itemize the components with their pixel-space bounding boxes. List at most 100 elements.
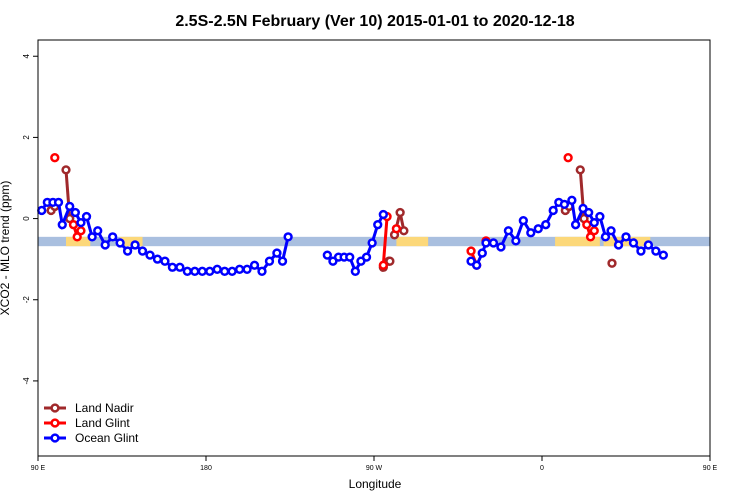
ocean-glint-point <box>272 248 282 258</box>
ocean-glint-point <box>145 250 155 260</box>
ocean-glint-point <box>361 252 372 262</box>
x-tick-label: 90 E <box>703 465 718 472</box>
ocean-glint-point <box>651 246 661 256</box>
ocean-glint-point <box>477 248 487 258</box>
land-nadir-point <box>385 256 395 266</box>
ocean-glint-point <box>600 232 611 242</box>
legend-label-land-glint: Land Glint <box>75 416 130 430</box>
ocean-glint-point <box>518 215 528 226</box>
y-tick-label: 4 <box>22 53 31 58</box>
ocean-glint-point <box>636 246 646 256</box>
ocean-glint-point <box>570 220 581 230</box>
ocean-glint-point <box>488 238 499 248</box>
ocean-glint-point <box>227 266 237 276</box>
ocean-glint-point <box>115 238 125 248</box>
y-axis-label: XCO2 - MLO trend (ppm) <box>0 181 12 316</box>
ocean-glint-point <box>160 256 170 266</box>
ocean-glint-point <box>567 195 577 205</box>
ocean-glint-point <box>87 232 97 242</box>
ocean-glint-point <box>606 226 616 236</box>
land-nadir-point <box>399 226 409 236</box>
ocean-glint-point <box>190 266 200 276</box>
land-glint-point <box>68 220 79 230</box>
ocean-glint-point <box>234 264 245 274</box>
y-tick-label: -4 <box>22 377 31 385</box>
ocean-glint-point <box>350 266 360 276</box>
ocean-glint-point <box>100 240 110 250</box>
land-glint-point <box>50 153 60 163</box>
x-tick-label: 90 W <box>366 465 383 472</box>
ocean-glint-point <box>249 260 260 270</box>
ocean-glint-point <box>613 240 624 250</box>
ocean-glint-point <box>108 232 118 242</box>
land-nadir-point <box>395 207 405 218</box>
ocean-glint-point <box>628 238 639 248</box>
ocean-glint-point <box>257 266 267 276</box>
ocean-glint-point <box>621 232 631 242</box>
ocean-glint-point <box>503 226 514 236</box>
land-nadir-point <box>61 165 71 175</box>
land-glint-point <box>589 226 599 236</box>
ocean-glint-point <box>81 211 92 222</box>
ocean-glint-point <box>481 238 491 248</box>
land-glint-point <box>582 220 592 230</box>
axes: 90 E 180 90 W 0 90 E 4 2 0 -2 -4 <box>22 53 718 472</box>
ocean-glint-point <box>182 266 192 276</box>
ocean-glint-point <box>595 211 605 222</box>
y-tick-label: -2 <box>22 296 31 304</box>
land-nadir-point <box>575 165 585 175</box>
land-segment <box>396 236 429 247</box>
land-glint-point <box>563 153 573 163</box>
land-segment <box>66 236 91 247</box>
ocean-glint-point <box>57 220 67 230</box>
x-tick-label: 180 <box>200 465 212 472</box>
land-glint-point <box>466 246 476 256</box>
ocean-glint-point <box>122 246 133 256</box>
ocean-glint-point <box>53 197 64 207</box>
ocean-glint-point <box>533 224 543 234</box>
ocean-glint-point <box>526 228 536 238</box>
y-tick-label: 0 <box>22 216 31 221</box>
ocean-glint-point <box>643 240 654 250</box>
legend-marker-land-nadir <box>50 403 60 413</box>
x-tick-label: 0 <box>540 465 544 472</box>
ocean-glint-point <box>93 226 103 236</box>
ocean-glint-point <box>584 207 594 218</box>
ocean-glint-point <box>658 250 668 260</box>
ocean-glint-point <box>76 217 86 228</box>
ocean-glint-point <box>212 264 222 274</box>
ocean-glint-point <box>496 242 506 252</box>
ocean-glint-point <box>130 240 140 250</box>
ocean-glint-point <box>37 205 47 216</box>
ocean-glint-point <box>541 220 551 230</box>
ocean-glint-point <box>65 201 75 212</box>
x-axis-label: Longitude <box>349 477 402 491</box>
legend-marker-ocean-glint <box>50 433 60 443</box>
land-glint-line <box>381 216 389 266</box>
ocean-glint-point <box>242 264 252 274</box>
ocean-glint-point <box>137 246 148 256</box>
ocean-glint-point <box>367 238 377 248</box>
land-segment <box>120 236 143 247</box>
land-segment <box>555 236 600 247</box>
ocean-glint-point <box>277 256 288 266</box>
ocean-glint-point <box>548 205 558 216</box>
ocean-glint-point <box>152 254 163 264</box>
ocean-glint-point <box>197 266 207 276</box>
land-nadir-point <box>607 258 617 268</box>
x-tick-label: 90 E <box>31 465 46 472</box>
ocean-glint-point <box>511 236 521 246</box>
ocean-glint-point <box>589 217 599 228</box>
ocean-glint-point <box>220 266 230 276</box>
land-glint-point <box>378 260 388 270</box>
plot-area <box>37 153 710 276</box>
ocean-glint-point <box>345 252 355 262</box>
legend-marker-land-glint <box>50 418 60 428</box>
ocean-glint-point <box>559 199 570 210</box>
ocean-glint-point <box>373 220 383 230</box>
land-glint-point <box>76 226 86 236</box>
ocean-glint-point <box>283 232 293 242</box>
land-segment <box>603 236 651 247</box>
legend-label-land-nadir: Land Nadir <box>75 401 134 415</box>
